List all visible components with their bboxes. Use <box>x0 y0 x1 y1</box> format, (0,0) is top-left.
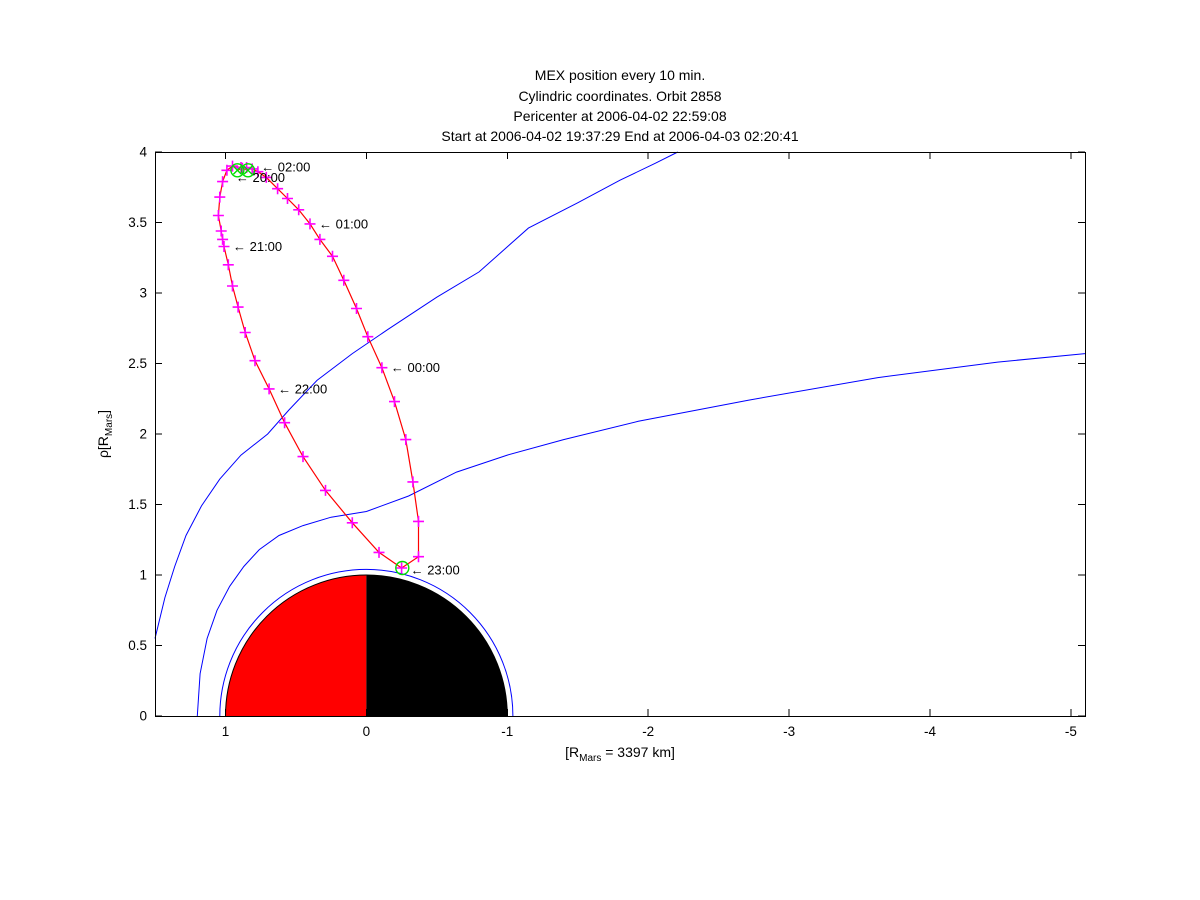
position-plus-marker <box>351 303 362 314</box>
position-plus-marker <box>376 362 388 374</box>
position-plus-marker <box>293 204 305 216</box>
position-plus-marker <box>212 210 224 221</box>
x-axis-label-subscript: Mars <box>579 752 602 764</box>
time-label-2300: ← 23:00 <box>411 563 460 578</box>
position-plus-marker <box>214 191 226 203</box>
halo-arc <box>219 568 514 717</box>
position-plus-marker <box>413 515 424 527</box>
x-tick-label: -5 <box>1065 724 1077 739</box>
x-tick-label: -1 <box>501 724 513 739</box>
position-plus-marker <box>260 171 272 183</box>
position-plus-marker <box>222 259 234 271</box>
time-label-0100: ← 01:00 <box>319 216 368 231</box>
y-tick-label: 1.5 <box>128 497 147 512</box>
position-plus-marker <box>362 331 374 343</box>
axes-box <box>155 152 1086 717</box>
position-plus-marker <box>373 546 385 558</box>
position-plus-marker <box>217 233 229 245</box>
mars-nightside <box>366 575 508 716</box>
x-tick-label: -3 <box>783 724 795 739</box>
time-label-0000: ← 00:00 <box>391 360 440 375</box>
position-plus-marker <box>389 396 400 408</box>
position-plus-marker <box>239 327 251 338</box>
x-axis-label-text: [R <box>565 744 580 761</box>
x-axis-label-close: = 3397 km] <box>601 744 675 761</box>
position-plus-marker <box>346 517 358 529</box>
mpb-curve <box>196 353 1086 717</box>
position-plus-marker <box>338 274 350 286</box>
position-plus-marker <box>227 280 238 292</box>
start-circle-marker <box>240 163 256 178</box>
position-plus-marker <box>413 551 424 563</box>
time-label-2100: ← 21:00 <box>233 239 282 254</box>
y-tick-label: 2.5 <box>128 356 147 371</box>
pericenter-circle-marker <box>395 560 410 576</box>
position-plus-marker <box>272 183 284 195</box>
time-label-0200: ← 02:00 <box>261 159 310 174</box>
bow-shock-curve <box>154 151 679 639</box>
y-tick-label: 4 <box>139 145 147 160</box>
figure-title-line-2: Cylindric coordinates. Orbit 2858 <box>518 88 722 104</box>
position-plus-marker <box>327 250 338 262</box>
x-tick-label: -4 <box>924 724 936 739</box>
x-tick-label: 1 <box>222 724 230 739</box>
figure-title-line-3: Pericenter at 2006-04-02 22:59:08 <box>513 108 727 124</box>
position-plus-marker <box>320 484 331 496</box>
end-cross-marker <box>232 165 242 175</box>
position-plus-marker <box>314 233 326 245</box>
position-plus-marker <box>249 355 261 367</box>
figure-title-line-4: Start at 2006-04-02 19:37:29 End at 2006… <box>441 128 799 144</box>
y-tick-label: 3 <box>139 286 147 301</box>
x-tick-label: -2 <box>642 724 654 739</box>
y-tick-label: 0 <box>139 709 147 724</box>
time-label-2200: ← 22:00 <box>278 381 327 396</box>
position-plus-marker <box>396 562 408 574</box>
position-plus-marker <box>304 218 316 230</box>
position-plus-marker <box>217 176 229 188</box>
mars-dayside <box>225 575 367 716</box>
figure-title-line-1: MEX position every 10 min. <box>534 67 706 83</box>
x-axis-label: [RMars = 3397 km] <box>565 744 675 764</box>
position-plus-marker <box>279 417 291 429</box>
position-plus-marker <box>407 476 419 488</box>
time-label-2000: ← 20:00 <box>236 170 285 185</box>
start-cross-marker <box>243 165 253 175</box>
position-plus-marker <box>297 451 309 463</box>
position-plus-marker <box>232 301 244 313</box>
y-tick-label: 3.5 <box>128 215 147 230</box>
position-plus-marker <box>263 383 275 395</box>
x-tick-label: 0 <box>363 724 371 739</box>
end-circle-marker <box>230 163 245 178</box>
position-plus-marker <box>218 241 230 252</box>
y-tick-label: 1 <box>139 568 147 583</box>
y-tick-label: 2 <box>139 427 147 442</box>
y-tick-label: 0.5 <box>128 638 147 653</box>
position-plus-marker <box>400 434 412 446</box>
position-plus-marker <box>282 193 293 204</box>
position-plus-marker <box>215 225 227 237</box>
mars-limb <box>225 574 508 717</box>
